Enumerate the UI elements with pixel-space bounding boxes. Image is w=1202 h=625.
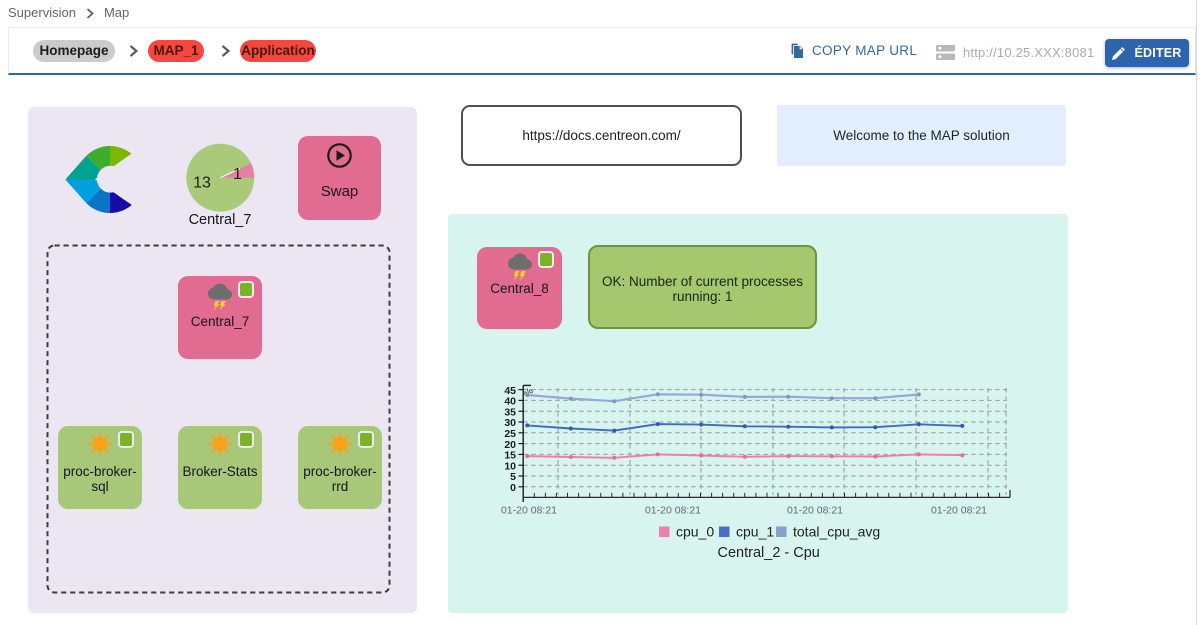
svg-text:%: % [522,386,536,400]
svg-text:01-20 08:21: 01-20 08:21 [931,505,987,517]
svg-text:5: 5 [510,471,516,483]
svg-text:1: 1 [233,166,242,183]
svg-text:10: 10 [504,460,516,472]
svg-text:Central_2 - Cpu: Central_2 - Cpu [718,545,820,561]
svg-text:cpu_1: cpu_1 [736,524,774,540]
svg-text:40: 40 [504,396,516,408]
svg-text:20: 20 [504,439,516,451]
svg-text:0: 0 [510,482,516,494]
svg-text:13: 13 [193,175,211,192]
svg-text:35: 35 [504,406,516,418]
svg-text:45: 45 [504,385,516,397]
svg-text:25: 25 [504,428,516,440]
svg-text:01-20 08:21: 01-20 08:21 [787,505,843,517]
svg-text:15: 15 [504,450,516,462]
svg-text:01-20 08:21: 01-20 08:21 [501,505,557,517]
svg-text:01-20 08:21: 01-20 08:21 [645,505,701,517]
svg-text:30: 30 [504,417,516,429]
svg-text:total_cpu_avg: total_cpu_avg [793,524,880,540]
svg-text:cpu_0: cpu_0 [676,524,714,540]
